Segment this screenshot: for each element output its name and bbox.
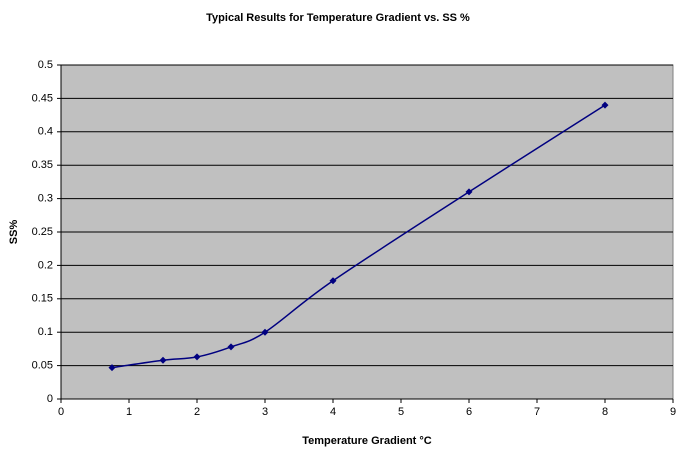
data-point bbox=[108, 364, 116, 372]
data-point bbox=[329, 277, 337, 285]
data-point bbox=[159, 356, 167, 364]
y-tick-label: 0.1 bbox=[38, 326, 53, 338]
x-tick-label: 7 bbox=[534, 406, 540, 418]
data-point bbox=[465, 188, 473, 196]
y-tick-label: 0.25 bbox=[32, 226, 53, 238]
y-tick-label: 0.45 bbox=[32, 92, 53, 104]
y-tick-label: 0.05 bbox=[32, 360, 53, 372]
y-tick-label: 0.15 bbox=[32, 293, 53, 305]
x-tick-label: 8 bbox=[602, 406, 608, 418]
x-tick-label: 4 bbox=[330, 406, 336, 418]
y-tick-label: 0.35 bbox=[32, 159, 53, 171]
x-axis-label: Temperature Gradient °C bbox=[302, 435, 432, 447]
x-tick-label: 2 bbox=[194, 406, 200, 418]
data-point bbox=[227, 343, 235, 351]
data-point bbox=[193, 353, 201, 361]
x-tick-label: 0 bbox=[58, 406, 64, 418]
y-tick-label: 0.3 bbox=[38, 193, 53, 205]
data-point bbox=[261, 328, 269, 336]
y-axis-label: SS% bbox=[8, 220, 20, 245]
y-tick-label: 0 bbox=[47, 393, 53, 405]
x-tick-label: 1 bbox=[126, 406, 132, 418]
y-tick-label: 0.4 bbox=[38, 126, 53, 138]
data-point bbox=[601, 101, 609, 109]
chart-title: Typical Results for Temperature Gradient… bbox=[206, 12, 470, 24]
y-tick-label: 0.2 bbox=[38, 259, 53, 271]
x-tick-label: 9 bbox=[670, 406, 676, 418]
x-tick-label: 6 bbox=[466, 406, 472, 418]
x-tick-label: 5 bbox=[398, 406, 404, 418]
x-tick-label: 3 bbox=[262, 406, 268, 418]
y-tick-label: 0.5 bbox=[38, 59, 53, 71]
